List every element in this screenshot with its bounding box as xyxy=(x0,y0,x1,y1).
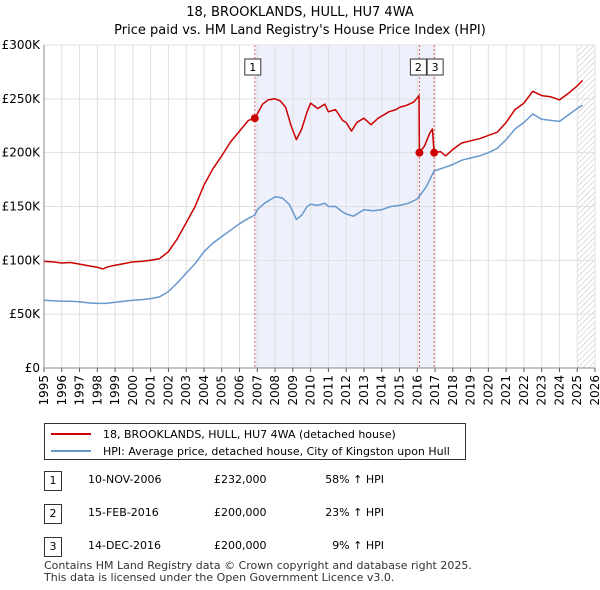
x-tick-label: 2006 xyxy=(233,375,247,406)
transaction-label-box xyxy=(244,58,262,76)
y-tick-label: £50K xyxy=(9,307,41,321)
x-tick-label: 2025 xyxy=(570,375,584,406)
footer-line-2: This data is licensed under the Open Gov… xyxy=(44,571,395,584)
x-tick-label: 2024 xyxy=(552,375,566,406)
transaction-number-badge: 1 xyxy=(44,471,62,491)
x-tick-label: 2020 xyxy=(481,375,495,406)
x-tick-label: 2017 xyxy=(428,375,442,406)
transaction-point xyxy=(430,148,439,157)
x-tick-label: 2012 xyxy=(339,375,353,406)
title-line-2: Price paid vs. HM Land Registry's House … xyxy=(114,23,486,38)
transaction-number-badge: 2 xyxy=(44,504,62,524)
table-row: 1 10-NOV-2006 £232,000 58% ↑ HPI xyxy=(44,471,464,491)
footer-line-1: Contains HM Land Registry data © Crown c… xyxy=(44,559,472,572)
x-tick-label: 2019 xyxy=(464,375,478,406)
legend-label-hpi: HPI: Average price, detached house, City… xyxy=(103,444,450,458)
transaction-label-box xyxy=(409,58,427,76)
x-tick-label: 2016 xyxy=(410,375,424,406)
x-tick-label: 2026 xyxy=(588,375,600,406)
x-tick-label: 2023 xyxy=(535,375,549,406)
x-tick-label: 2007 xyxy=(250,375,264,406)
x-tick-label: 2008 xyxy=(268,375,282,406)
transaction-hpi-change: 9% ↑ HPI xyxy=(332,539,384,552)
transaction-point xyxy=(415,148,424,157)
x-tick-label: 2018 xyxy=(446,375,460,406)
title-line-1: 18, BROOKLANDS, HULL, HU7 4WA xyxy=(186,5,414,20)
y-tick-label: £200K xyxy=(2,146,42,160)
chart-title: 18, BROOKLANDS, HULL, HU7 4WA Price paid… xyxy=(0,4,600,40)
x-tick-label: 1996 xyxy=(55,375,69,406)
legend: 18, BROOKLANDS, HULL, HU7 4WA (detached … xyxy=(44,423,466,460)
x-tick-label: 2005 xyxy=(215,375,229,406)
transaction-label: 2 xyxy=(415,61,422,74)
legend-swatch-hpi xyxy=(51,450,91,452)
x-tick-label: 2001 xyxy=(144,375,158,406)
y-tick-label: £250K xyxy=(2,92,42,106)
transaction-label: 1 xyxy=(249,61,256,74)
y-tick-label: £0 xyxy=(25,361,40,375)
footer-attribution: Contains HM Land Registry data © Crown c… xyxy=(44,560,472,584)
x-tick-label: 2015 xyxy=(392,375,406,406)
y-tick-label: £100K xyxy=(2,253,42,267)
x-tick-label: 2013 xyxy=(357,375,371,406)
x-tick-label: 2003 xyxy=(179,375,193,406)
x-tick-label: 2010 xyxy=(304,375,318,406)
price-chart: £0 £50K £100K £150K £200K £250K £300K 1995 1996 1… xyxy=(2,38,600,406)
legend-item-property: 18, BROOKLANDS, HULL, HU7 4WA (detached … xyxy=(51,426,396,442)
x-tick-label: 1999 xyxy=(108,375,122,406)
y-tick-label: £300K xyxy=(2,38,42,52)
series-line-property xyxy=(43,79,584,270)
x-tick-label: 2022 xyxy=(517,375,531,406)
transaction-date: 14-DEC-2016 xyxy=(88,539,162,552)
series-line-hpi xyxy=(43,104,583,305)
x-tick-label: 2004 xyxy=(197,375,211,406)
x-tick-label: 1998 xyxy=(90,375,104,406)
x-tick-label: 2014 xyxy=(375,375,389,406)
table-row: 2 15-FEB-2016 £200,000 23% ↑ HPI xyxy=(44,504,464,524)
x-tick-label: 2011 xyxy=(321,375,335,406)
x-tick-label: 2009 xyxy=(286,375,300,406)
transaction-hpi-change: 58% ↑ HPI xyxy=(325,473,384,486)
transaction-point xyxy=(250,114,259,123)
transaction-date: 10-NOV-2006 xyxy=(88,473,162,486)
y-tick-label: £150K xyxy=(2,200,42,214)
transaction-number-badge: 3 xyxy=(44,537,62,557)
transaction-hpi-change: 23% ↑ HPI xyxy=(325,506,384,519)
table-row: 3 14-DEC-2016 £200,000 9% ↑ HPI xyxy=(44,537,464,557)
legend-swatch-property xyxy=(51,433,91,435)
legend-item-hpi: HPI: Average price, detached house, City… xyxy=(51,443,450,459)
transaction-price: £232,000 xyxy=(214,473,267,486)
x-tick-label: 1995 xyxy=(37,375,51,406)
transaction-label-box xyxy=(426,58,444,76)
x-tick-label: 2021 xyxy=(499,375,513,406)
transaction-price: £200,000 xyxy=(214,506,267,519)
x-tick-label: 1997 xyxy=(73,375,87,406)
transaction-date: 15-FEB-2016 xyxy=(88,506,159,519)
transaction-price: £200,000 xyxy=(214,539,267,552)
x-tick-label: 2000 xyxy=(126,375,140,406)
legend-label-property: 18, BROOKLANDS, HULL, HU7 4WA (detached … xyxy=(103,427,396,441)
x-tick-label: 2002 xyxy=(161,375,175,406)
transaction-label: 3 xyxy=(432,61,439,74)
